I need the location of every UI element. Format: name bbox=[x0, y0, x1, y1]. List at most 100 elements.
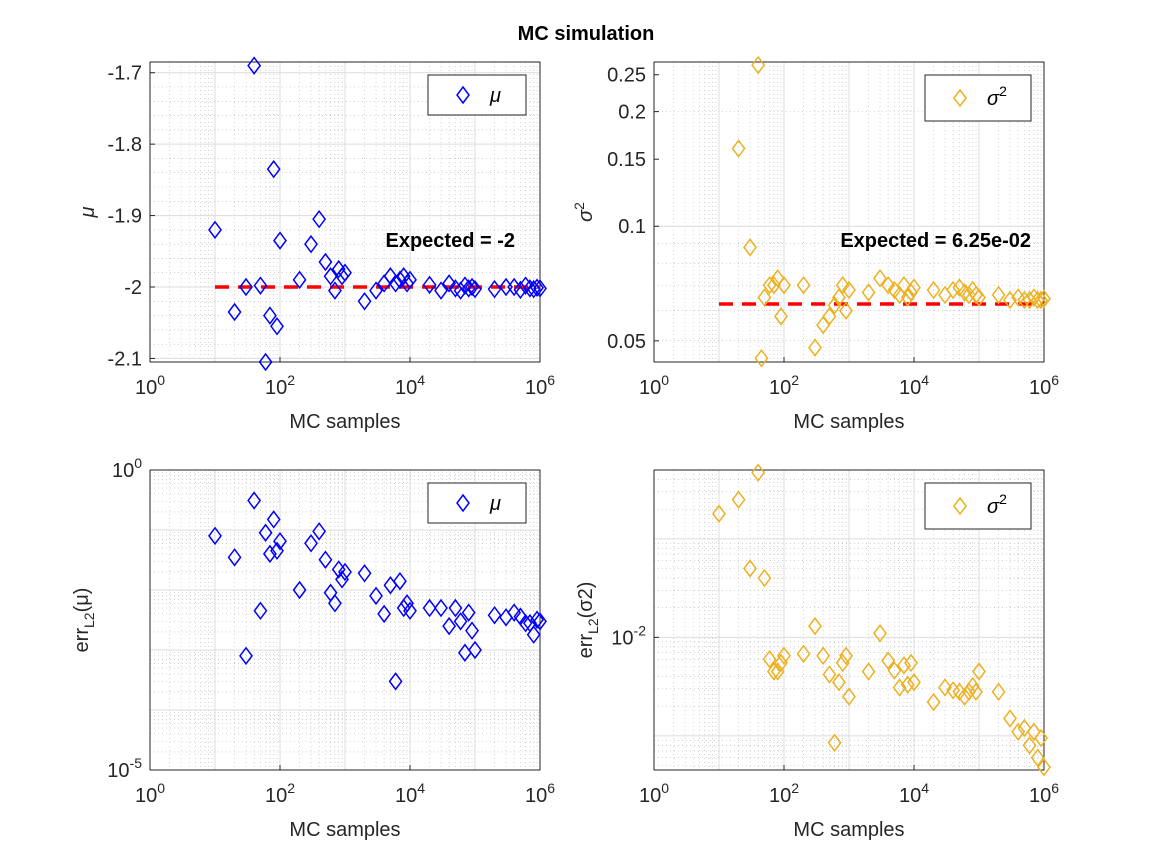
data-point bbox=[461, 603, 476, 622]
data-point bbox=[507, 603, 522, 622]
data-point bbox=[434, 598, 448, 618]
y-tick-label: 0.05 bbox=[607, 331, 646, 353]
data-point bbox=[965, 676, 980, 696]
data-point bbox=[526, 625, 541, 644]
x-tick-label: 100 bbox=[639, 372, 669, 399]
data-point bbox=[533, 612, 547, 631]
data-point bbox=[842, 280, 856, 300]
x-axis-label: MC samples bbox=[793, 411, 904, 433]
data-markers bbox=[731, 55, 1051, 368]
data-point bbox=[227, 548, 242, 567]
data-point bbox=[900, 288, 915, 307]
data-point bbox=[762, 275, 777, 295]
data-point bbox=[468, 279, 482, 299]
data-point bbox=[822, 665, 837, 684]
data-point bbox=[861, 283, 876, 302]
data-point bbox=[318, 252, 333, 272]
data-markers bbox=[712, 463, 1051, 777]
data-point bbox=[754, 349, 769, 368]
data-point bbox=[904, 283, 918, 302]
data-point bbox=[957, 687, 972, 706]
data-point bbox=[757, 288, 772, 307]
y-tick-label: 10-2 bbox=[611, 622, 646, 649]
data-point bbox=[304, 234, 318, 254]
y-tick-label: 100 bbox=[112, 455, 142, 482]
expected-value-label: Expected = -2 bbox=[385, 230, 515, 252]
data-point bbox=[827, 296, 842, 315]
data-point bbox=[816, 646, 831, 666]
data-point bbox=[487, 605, 502, 625]
legend-label: σ2 bbox=[987, 491, 1007, 518]
data-point bbox=[1026, 288, 1041, 307]
data-point bbox=[751, 463, 766, 482]
data-point bbox=[1037, 757, 1051, 777]
x-tick-label: 106 bbox=[525, 372, 555, 399]
x-axis-label: MC samples bbox=[289, 819, 400, 841]
data-point bbox=[777, 275, 791, 295]
data-point bbox=[774, 653, 788, 673]
grid bbox=[654, 470, 1044, 770]
data-point bbox=[712, 504, 726, 523]
data-point bbox=[881, 651, 896, 670]
x-tick-label: 102 bbox=[769, 780, 799, 807]
data-point bbox=[258, 352, 273, 372]
data-point bbox=[312, 522, 327, 541]
data-point bbox=[453, 612, 468, 631]
x-axis-label: MC samples bbox=[793, 819, 904, 841]
data-point bbox=[861, 662, 876, 681]
data-point bbox=[822, 307, 837, 326]
axes-box bbox=[653, 61, 1045, 363]
data-point bbox=[766, 275, 781, 295]
data-point bbox=[400, 594, 414, 613]
data-point bbox=[227, 302, 242, 322]
data-point bbox=[530, 610, 544, 629]
data-point bbox=[327, 594, 342, 613]
data-point bbox=[991, 285, 1006, 305]
data-point bbox=[392, 270, 407, 290]
axes-box bbox=[653, 469, 1045, 771]
x-tick-label: 100 bbox=[135, 372, 165, 399]
data-point bbox=[262, 544, 277, 564]
legend-label: σ2 bbox=[987, 83, 1007, 110]
data-point bbox=[208, 526, 222, 546]
y-tick-label: -1.8 bbox=[108, 134, 142, 156]
legend-box bbox=[427, 74, 527, 116]
data-point bbox=[465, 621, 479, 640]
data-point bbox=[1026, 722, 1041, 742]
y-tick-label: 0.2 bbox=[618, 102, 646, 124]
data-point bbox=[442, 274, 457, 293]
data-point bbox=[743, 559, 757, 578]
data-point bbox=[461, 279, 476, 298]
data-point bbox=[796, 275, 811, 295]
data-point bbox=[757, 568, 772, 588]
data-point bbox=[1037, 289, 1051, 309]
legend: σ2 bbox=[924, 74, 1032, 122]
legend-label: μ bbox=[489, 493, 501, 515]
data-point bbox=[377, 604, 392, 624]
data-point bbox=[1030, 290, 1045, 310]
legend-marker bbox=[456, 85, 470, 105]
data-point bbox=[796, 644, 811, 664]
data-point bbox=[422, 275, 437, 295]
y-tick-label: 0.1 bbox=[618, 216, 646, 238]
data-point bbox=[262, 306, 277, 325]
data-point bbox=[839, 646, 853, 666]
legend: μ bbox=[427, 482, 527, 524]
data-point bbox=[1030, 748, 1045, 767]
expected-value-label: Expected = 6.25e-02 bbox=[840, 230, 1031, 252]
data-point bbox=[1022, 736, 1037, 755]
data-point bbox=[468, 640, 482, 660]
y-tick-label: 0.25 bbox=[607, 65, 646, 87]
data-point bbox=[388, 274, 403, 293]
data-point bbox=[839, 301, 853, 320]
data-point bbox=[312, 209, 327, 229]
y-tick-label: -1.9 bbox=[108, 206, 142, 228]
data-point bbox=[208, 220, 222, 240]
x-tick-label: 102 bbox=[769, 372, 799, 399]
data-point bbox=[751, 55, 766, 75]
y-axis-label: errL2(σ2) bbox=[575, 582, 601, 659]
axes-box bbox=[149, 469, 541, 771]
data-point bbox=[388, 672, 403, 691]
